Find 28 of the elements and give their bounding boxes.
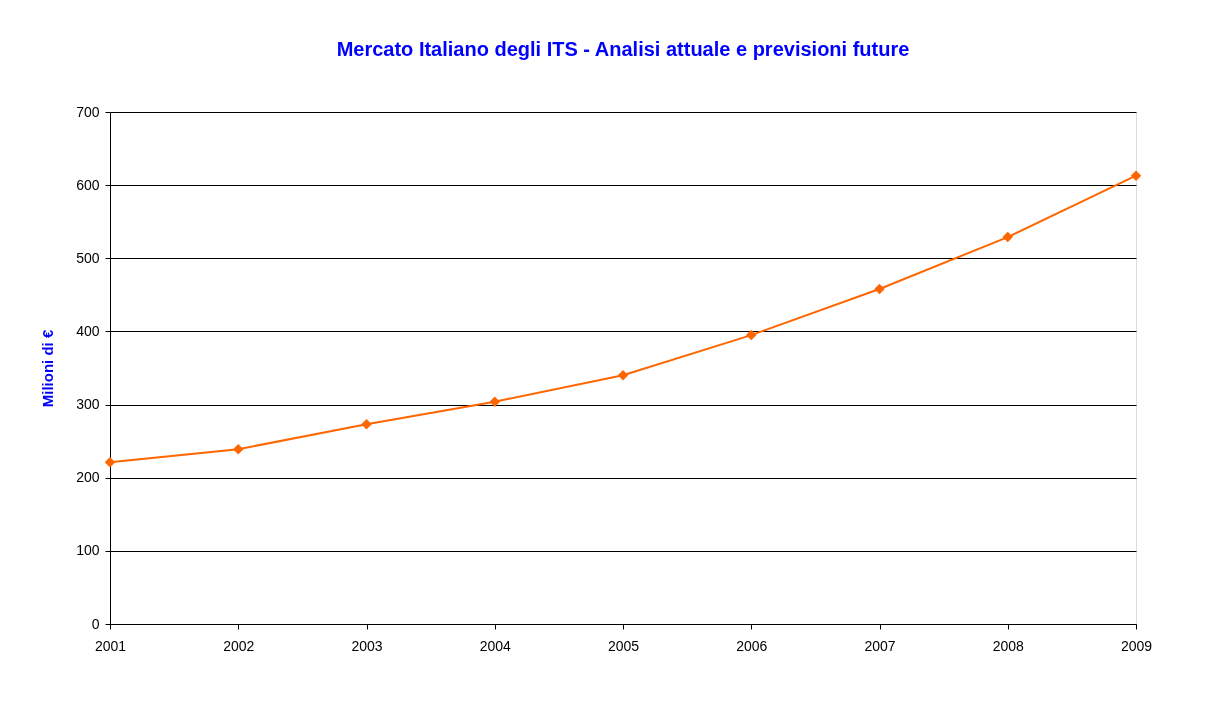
point (617, 370, 629, 381)
y-tick-label: 700 (76, 103, 100, 120)
x-tick-label: 2001 (94, 637, 127, 654)
point (489, 396, 500, 407)
x-tick-label: 2007 (864, 637, 896, 654)
point (746, 329, 757, 341)
point (1130, 170, 1142, 181)
x-tick-label: 2008 (992, 637, 1025, 654)
x-tick-label: 2002 (223, 637, 255, 654)
point (104, 457, 116, 468)
x-tick-label: 2009 (1120, 637, 1153, 654)
point (1002, 231, 1013, 243)
point (361, 419, 372, 430)
point (874, 283, 885, 295)
y-tick-label: 0 (91, 615, 100, 632)
y-tick-label: 600 (76, 176, 100, 193)
y-tick-label: 400 (76, 322, 100, 339)
chart-title: Mercato Italiano degli ITS - Analisi attuale e previsioni future (336, 38, 910, 60)
x-tick-label: 2003 (351, 637, 383, 654)
x-tick-label: 2006 (736, 637, 768, 654)
x-tick-label: 2005 (607, 637, 640, 654)
y-tick-label: 100 (76, 542, 100, 559)
y-tick-label: 300 (76, 396, 100, 413)
y-axis-title: Milioni di € (39, 329, 57, 408)
y-tick-label: 500 (76, 249, 100, 266)
point (233, 443, 244, 455)
x-tick-label: 2004 (479, 637, 512, 654)
y-tick-label: 200 (76, 469, 100, 486)
